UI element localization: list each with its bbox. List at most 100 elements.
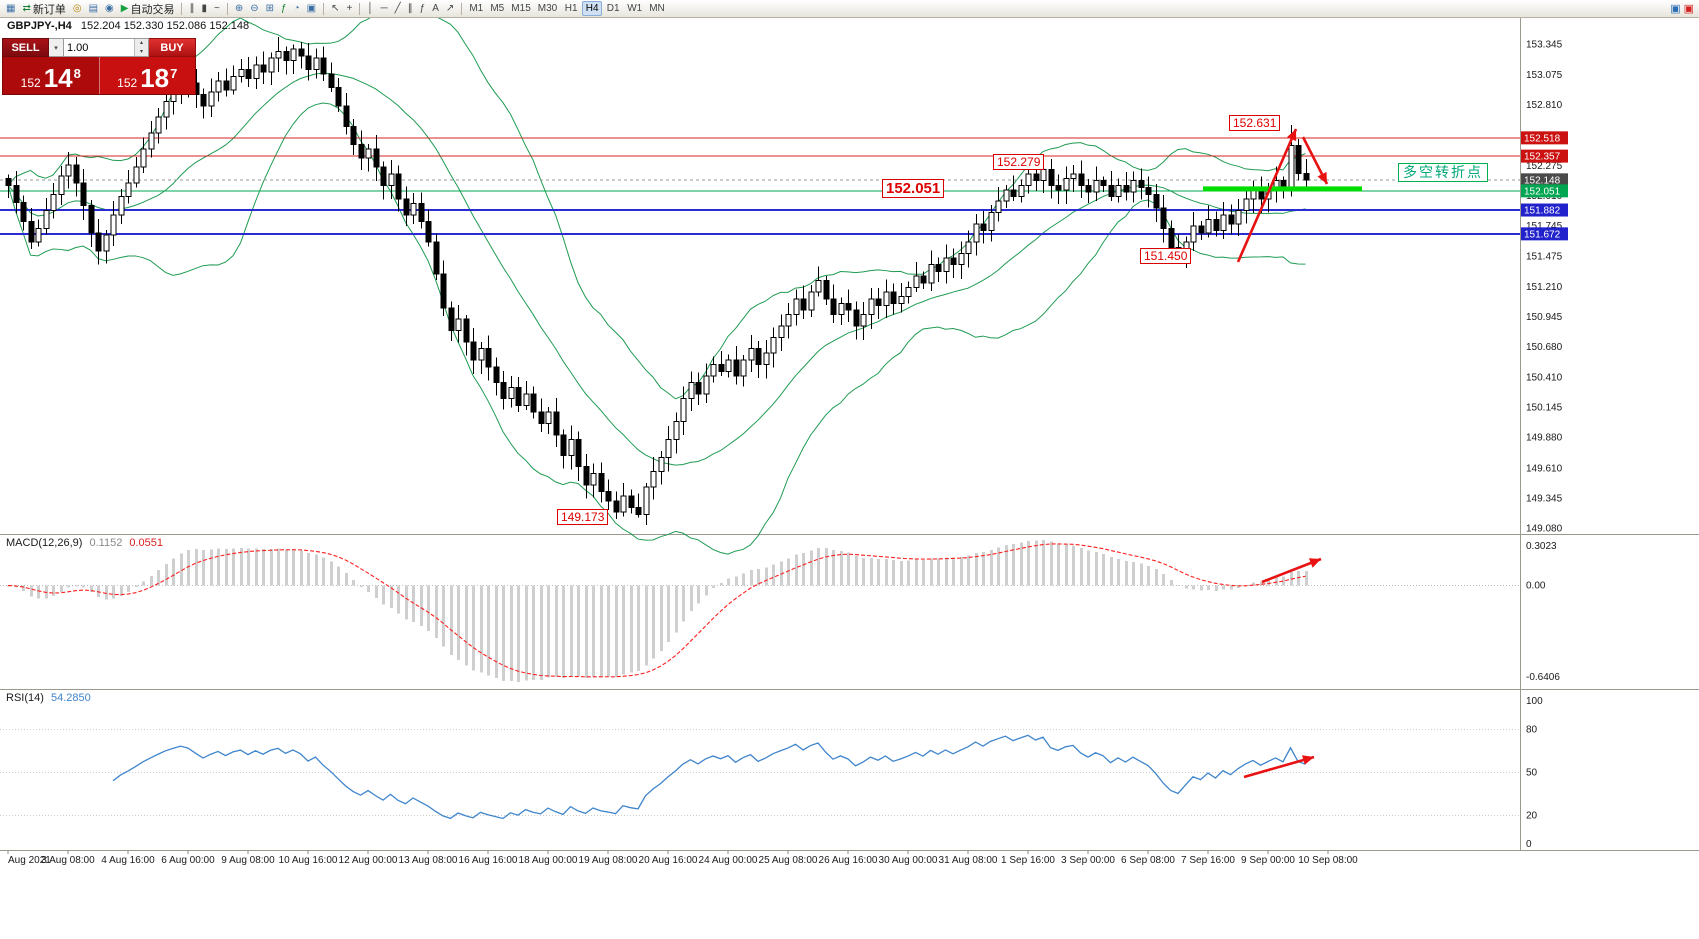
volume-input[interactable] [64,39,134,56]
rsi-area[interactable] [0,691,1520,850]
tile-windows-icon[interactable]: ⊞ [263,1,277,16]
new-chart-icon[interactable]: ▦ [3,1,18,16]
templates-icon[interactable]: ▣ [304,1,319,16]
timeframe-D1[interactable]: D1 [603,1,623,16]
rsi-scale-label: 80 [1526,725,1538,736]
toolbar-separator [181,2,183,15]
price-annotation-151450[interactable]: 151.450 [1140,248,1192,264]
price-scale-label: 149.880 [1526,433,1563,444]
cursor-icon[interactable]: ↖ [328,1,342,16]
macd-main-value: 0.1152 [89,537,123,549]
note-annotation[interactable]: 多空转折点 [1398,163,1488,182]
bar-chart-icon[interactable]: ∥ [186,1,197,16]
vertical-line-icon: │ [367,2,374,14]
trend-arrow[interactable] [1243,755,1315,779]
price-annotation-152631[interactable]: 152.631 [1229,115,1281,131]
channel-icon[interactable]: ∥ [405,1,416,16]
cursor-icon: ↖ [331,2,340,14]
zoom-in-icon: ⊕ [234,2,244,14]
timeframe-H4[interactable]: H4 [582,1,603,16]
buy-price-display[interactable]: 152 18 7 [99,57,195,94]
time-scale-label: 9 Sep 00:00 [1241,855,1295,866]
fibonacci-icon[interactable]: ƒ [417,1,429,16]
volume-down-button[interactable]: ▾ [135,47,148,56]
candlestick-chart-icon[interactable]: ▮ [198,1,210,16]
line-chart-icon[interactable]: ~ [211,1,223,16]
templates-icon: ▣ [306,2,317,14]
crosshair-icon[interactable]: + [343,1,355,16]
timeframe-H1[interactable]: H1 [561,1,581,16]
fibonacci-icon: ƒ [419,2,426,14]
vertical-line-icon[interactable]: │ [364,1,376,16]
time-axis[interactable] [0,851,1699,869]
periods-icon[interactable]: ◔ [291,1,303,16]
price-scale-label: 151.475 [1526,252,1563,263]
price-badge-text: 151.672 [1524,229,1561,240]
text-icon[interactable]: A [429,1,442,16]
volume-up-button[interactable]: ▴ [135,39,148,48]
market-watch-icon[interactable]: ◉ [102,1,117,16]
horizontal-line-icon[interactable]: ─ [378,1,391,16]
time-scale-label: 18 Aug 00:00 [519,855,578,866]
macd-scale-label: 0.00 [1526,581,1546,592]
trend-arrow[interactable] [1236,128,1298,263]
price-annotation-152051[interactable]: 152.051 [882,179,945,198]
timeframe-W1[interactable]: W1 [624,1,645,16]
zoom-in-icon[interactable]: ⊕ [232,1,246,16]
trendline-icon[interactable]: ╱ [392,1,404,16]
rsi-indicator-label: RSI(14) 54.2850 [6,692,91,704]
new-chart-icon: ▦ [6,2,16,14]
price-annotation-152279[interactable]: 152.279 [993,154,1045,170]
chart-symbol-period: GBPJPY-,H4 [7,20,72,32]
price-annotation-149173[interactable]: 149.173 [557,509,609,525]
buy-button[interactable]: BUY [149,38,196,57]
toolbar-separator [226,2,228,15]
chart-area[interactable] [0,18,1520,534]
profiles-icon[interactable]: ▤ [86,1,101,16]
sell-price-display[interactable]: 152 14 8 [3,57,100,94]
timeframe-M15[interactable]: M15 [508,1,533,16]
chart-ohlc-values: 152.204 152.330 152.086 152.148 [80,20,250,32]
autotrading-button-label: 自动交易 [130,3,175,16]
price-scale-label: 149.610 [1526,463,1563,474]
macd-area[interactable] [0,536,1520,689]
price-scale-label: 150.680 [1526,342,1563,353]
rsi-title: RSI(14) [6,692,44,704]
macd-histogram [7,540,1308,682]
timeframe-M5[interactable]: M5 [487,1,507,16]
compass-icon[interactable]: ◎ [70,1,85,16]
time-scale-label: 1 Sep 16:00 [1001,855,1055,866]
autotrading-button[interactable]: ▶ 自动交易 [118,1,178,16]
sell-button[interactable]: SELL [2,38,49,57]
time-scale-label: 10 Sep 08:00 [1298,855,1358,866]
timeframe-M30[interactable]: M30 [535,1,560,16]
trend-arrow-head [1287,129,1297,142]
price-scale-label: 153.345 [1526,40,1563,51]
chat-icon[interactable]: ▣ [1670,3,1681,15]
profiles-icon: ▤ [88,2,99,14]
timeframe-MN[interactable]: MN [646,1,668,16]
notifications-icon[interactable]: ▣ [1683,3,1694,15]
new-order-button[interactable]: ⇄ 新订单 [19,1,68,16]
new-order-button: ⇄ [22,2,31,14]
candlestick-chart-icon: ▮ [201,2,207,14]
bollinger-middle-band [7,72,1306,466]
price-badge-text: 152.148 [1524,175,1561,186]
price-axis[interactable] [1521,18,1699,850]
market-watch-icon: ◉ [105,2,114,14]
price-badge [1521,203,1568,217]
macd-title: MACD(12,26,9) [6,537,83,549]
timeframe-M1[interactable]: M1 [466,1,486,16]
indicators-icon[interactable]: ƒ [278,1,290,16]
macd-scale-label: 0.3023 [1526,541,1557,552]
order-type-dropdown[interactable]: ▾ [49,38,64,57]
time-scale-label: 6 Aug 00:00 [161,855,215,866]
zoom-out-icon[interactable]: ⊖ [247,1,261,16]
trend-arrow-head [1302,755,1314,765]
price-badge-text: 152.051 [1524,186,1561,197]
price-badge-text: 152.518 [1524,133,1561,144]
arrows-icon[interactable]: ↗ [443,1,457,16]
price-scale-label: 150.410 [1526,373,1563,384]
compass-icon: ◎ [72,2,82,14]
